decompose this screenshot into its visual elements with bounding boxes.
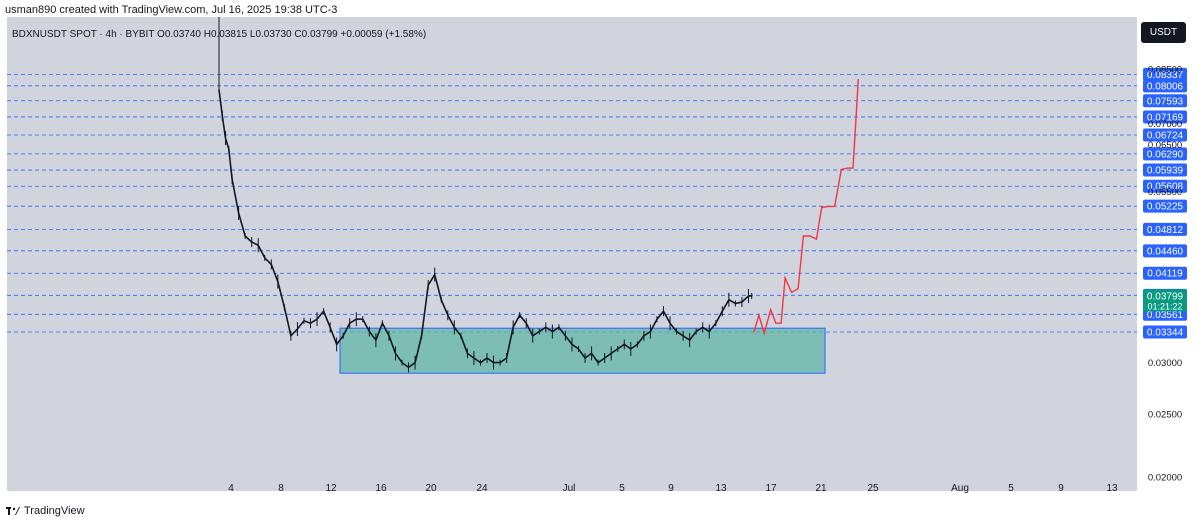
x-tick-label: 9 xyxy=(1058,483,1064,494)
demand-zone xyxy=(339,327,826,374)
level-label: 0.04812 xyxy=(1147,225,1184,236)
y-tick-label: 0.03000 xyxy=(1148,358,1182,369)
x-tick-label: 9 xyxy=(668,483,674,494)
y-tick-label: 0.06500 xyxy=(1148,140,1182,151)
x-tick-label: 17 xyxy=(765,483,777,494)
level-label-bg xyxy=(1143,67,1187,81)
level-label-bg xyxy=(1143,128,1187,142)
level-label: 0.03561 xyxy=(1147,310,1184,321)
level-label: 0.06290 xyxy=(1147,149,1184,160)
x-tick-label: 5 xyxy=(1008,483,1014,494)
last-price-bg xyxy=(1143,289,1187,312)
level-label-bg xyxy=(1143,79,1187,93)
level-label-bg xyxy=(1143,163,1187,177)
x-tick-label: 16 xyxy=(375,483,387,494)
x-tick-label: 25 xyxy=(867,483,879,494)
level-label: 0.04460 xyxy=(1147,246,1184,257)
level-label: 0.08006 xyxy=(1147,81,1184,92)
level-label: 0.07169 xyxy=(1147,112,1184,123)
footer: TradingView xyxy=(6,505,85,517)
y-tick-label: 0.05500 xyxy=(1148,187,1182,198)
level-label-bg xyxy=(1143,266,1187,280)
level-label-bg xyxy=(1143,179,1187,193)
x-tick-label: 24 xyxy=(476,483,488,494)
x-tick-label: 13 xyxy=(715,483,727,494)
x-tick-label: 21 xyxy=(815,483,827,494)
level-label: 0.05608 xyxy=(1147,182,1184,193)
chart-panel[interactable] xyxy=(7,17,1137,491)
chart-credit: usman890 created with TradingView.com, J… xyxy=(5,4,338,16)
level-label-bg xyxy=(1143,325,1187,339)
countdown-label: 01:21:22 xyxy=(1147,302,1182,312)
level-label-bg xyxy=(1143,222,1187,236)
x-tick-label: 8 xyxy=(278,483,284,494)
level-label: 0.05939 xyxy=(1147,166,1184,177)
last-price-label: 0.03799 xyxy=(1147,292,1184,303)
level-label: 0.04119 xyxy=(1147,269,1183,280)
level-label: 0.06724 xyxy=(1147,131,1184,142)
level-label-bg xyxy=(1143,199,1187,213)
projection-path xyxy=(753,79,859,336)
tradingview-logo-icon xyxy=(6,507,20,515)
x-tick-label: Jul xyxy=(563,483,576,494)
x-tick-label: Aug xyxy=(951,483,969,494)
x-tick-label: 5 xyxy=(619,483,625,494)
y-tick-label: 0.02500 xyxy=(1148,410,1182,421)
level-label: 0.07593 xyxy=(1147,96,1184,107)
level-label-bg xyxy=(1143,110,1187,124)
x-tick-label: 13 xyxy=(1106,483,1118,494)
price-series xyxy=(218,89,752,369)
x-tick-label: 4 xyxy=(228,483,234,494)
y-tick-label: 0.07000 xyxy=(1148,119,1182,130)
y-tick-label: 0.08500 xyxy=(1148,64,1182,75)
currency-button[interactable]: USDT xyxy=(1141,22,1186,43)
x-tick-label: 20 xyxy=(425,483,437,494)
level-label-bg xyxy=(1143,94,1187,108)
x-tick-label: 12 xyxy=(325,483,337,494)
level-label-bg xyxy=(1143,147,1187,161)
level-label: 0.05225 xyxy=(1147,202,1184,213)
y-tick-label: 0.02000 xyxy=(1148,473,1182,484)
level-label: 0.08337 xyxy=(1147,70,1184,81)
footer-brand: TradingView xyxy=(24,505,85,517)
level-label: 0.03344 xyxy=(1147,328,1184,339)
level-label-bg xyxy=(1143,244,1187,258)
